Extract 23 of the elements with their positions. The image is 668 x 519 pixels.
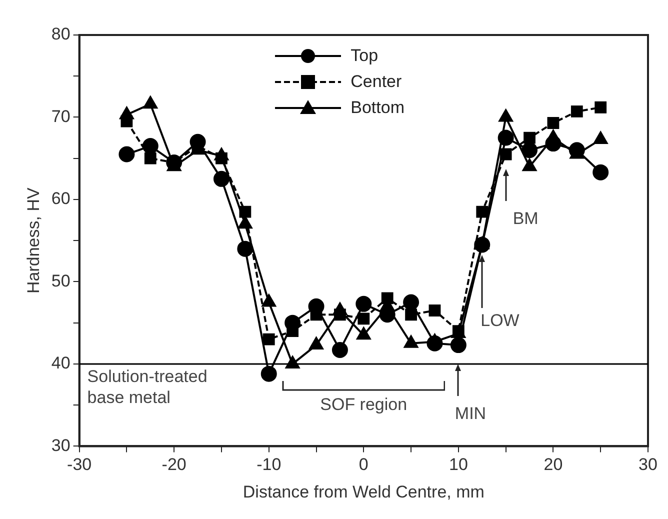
x-tick-label: -10	[256, 455, 282, 474]
y-axis-title: Hardness, HV	[24, 187, 43, 294]
y-tick-label: 40	[51, 354, 70, 373]
legend-label: Top	[350, 46, 378, 66]
annotation: BM	[512, 209, 538, 230]
y-tick-label: 30	[51, 436, 70, 455]
ref-line-label: Solution-treated base metal	[87, 366, 208, 408]
x-tick-label: -30	[67, 455, 92, 474]
annotation: MIN	[454, 404, 486, 424]
legend-label: Center	[350, 72, 402, 92]
legend-label: Bottom	[350, 98, 404, 118]
annotation: SOF region	[320, 394, 408, 415]
x-tick-label: 10	[448, 455, 468, 474]
x-tick-label: 30	[638, 455, 658, 474]
x-axis-title: Distance from Weld Centre, mm	[242, 482, 484, 502]
annotation: LOW	[480, 310, 520, 331]
x-tick-label: -20	[162, 455, 186, 474]
y-tick-label: 50	[51, 271, 70, 290]
y-tick-label: 80	[51, 24, 70, 44]
x-tick-label: 20	[544, 455, 563, 474]
y-tick-label: 70	[51, 106, 70, 126]
y-tick-label: 60	[51, 189, 70, 208]
x-tick-label: 0	[358, 455, 368, 474]
